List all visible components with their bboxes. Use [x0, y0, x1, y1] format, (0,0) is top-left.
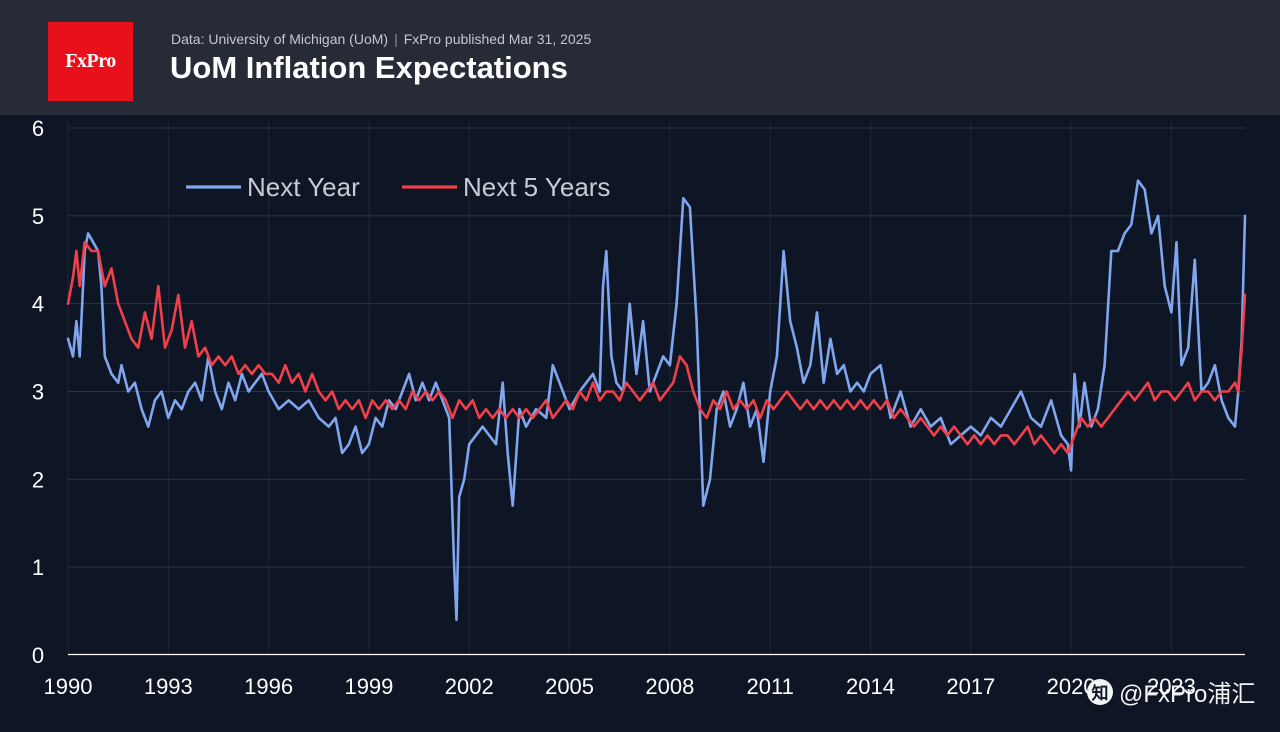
logo-text: FxPro — [65, 50, 116, 72]
watermark-text: @FxPro浦汇 — [1119, 681, 1256, 708]
x-tick-label: 1993 — [144, 674, 193, 699]
subtitle-row: Data: University of Michigan (UoM) | FxPro… — [171, 31, 591, 47]
data-source: Data: University of Michigan (UoM) — [171, 31, 389, 47]
grid-lines — [67, 120, 1245, 655]
legend-label: Next 5 Years — [463, 172, 610, 202]
y-tick-label: 4 — [32, 292, 44, 317]
x-tick-label: 1999 — [344, 674, 393, 699]
subtitle-separator: | — [394, 31, 398, 47]
legend: Next Year Next 5 Years — [186, 172, 610, 202]
x-tick-label: 2023 — [1147, 674, 1196, 699]
x-tick-label: 2011 — [747, 674, 794, 699]
x-tick-label: 2005 — [545, 674, 594, 699]
series-line-next-year — [66, 179, 1247, 622]
y-tick-label: 1 — [32, 555, 44, 580]
y-axis-ticks: 0 1 2 3 4 5 6 — [32, 116, 44, 668]
fxpro-logo: FxPro — [48, 22, 133, 101]
zhihu-icon: 知 — [1087, 678, 1113, 705]
chart-title: UoM Inflation Expectations — [170, 50, 568, 85]
x-tick-label: 2017 — [946, 674, 995, 699]
x-tick-label: 2014 — [846, 674, 895, 699]
x-tick-label: 2008 — [645, 674, 694, 699]
header-bar: FxPro Data: University of Michigan (UoM)… — [0, 0, 1280, 115]
x-tick-label: 1990 — [44, 674, 93, 699]
y-tick-label: 0 — [32, 643, 44, 668]
x-tick-label: 1996 — [244, 674, 293, 699]
y-tick-label: 5 — [32, 204, 44, 229]
series-line-next-5-years — [66, 240, 1247, 455]
y-tick-label: 6 — [32, 116, 44, 141]
x-tick-label: 2002 — [445, 674, 494, 699]
x-axis-ticks: 1990 1993 1996 1999 2002 2005 2008 2011 2014 2017… — [44, 674, 1196, 699]
y-tick-label: 2 — [32, 467, 44, 492]
y-tick-label: 3 — [32, 380, 44, 405]
watermark: 知 @FxPro浦汇 — [1087, 674, 1255, 709]
series-lines — [66, 179, 1247, 622]
legend-label: Next Year — [247, 172, 360, 202]
published-date: FxPro published Mar 31, 2025 — [403, 31, 592, 47]
